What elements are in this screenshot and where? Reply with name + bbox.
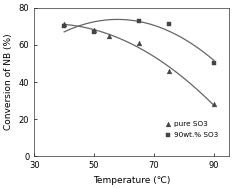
Y-axis label: Conversion of NB (%): Conversion of NB (%) (4, 34, 13, 130)
90wt.% SO3 (62, 25, 66, 28)
pure SO3 (137, 41, 141, 44)
90wt.% SO3 (137, 19, 141, 22)
pure SO3 (167, 69, 171, 72)
Legend: pure SO3, 90wt.% SO3: pure SO3, 90wt.% SO3 (162, 118, 221, 141)
pure SO3 (92, 29, 96, 32)
pure SO3 (212, 103, 216, 106)
90wt.% SO3 (167, 23, 171, 26)
X-axis label: Temperature (℃): Temperature (℃) (93, 176, 170, 185)
90wt.% SO3 (212, 62, 216, 65)
pure SO3 (107, 34, 111, 37)
90wt.% SO3 (92, 30, 96, 33)
pure SO3 (62, 23, 66, 26)
